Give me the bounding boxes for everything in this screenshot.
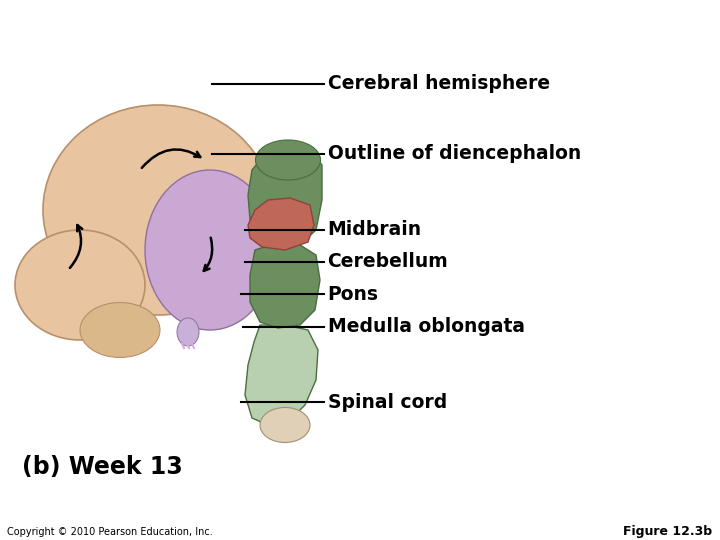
Polygon shape xyxy=(248,198,314,250)
Text: Figure 12.3b: Figure 12.3b xyxy=(623,525,712,538)
Ellipse shape xyxy=(80,302,160,357)
Polygon shape xyxy=(250,245,320,328)
Text: Cerebral hemisphere: Cerebral hemisphere xyxy=(328,74,550,93)
Ellipse shape xyxy=(145,170,275,330)
Ellipse shape xyxy=(15,230,145,340)
Ellipse shape xyxy=(43,105,273,315)
Text: Copyright © 2010 Pearson Education, Inc.: Copyright © 2010 Pearson Education, Inc. xyxy=(7,527,213,537)
Text: Midbrain: Midbrain xyxy=(328,220,422,239)
Text: (b) Week 13: (b) Week 13 xyxy=(22,455,182,479)
Polygon shape xyxy=(248,145,322,248)
Text: Outline of diencephalon: Outline of diencephalon xyxy=(328,144,581,164)
Text: Medulla oblongata: Medulla oblongata xyxy=(328,317,525,336)
Ellipse shape xyxy=(260,408,310,442)
Polygon shape xyxy=(245,325,318,425)
Ellipse shape xyxy=(256,140,320,180)
Text: Pons: Pons xyxy=(328,285,379,304)
Text: Cerebellum: Cerebellum xyxy=(328,252,449,272)
Text: Spinal cord: Spinal cord xyxy=(328,393,447,412)
Ellipse shape xyxy=(177,318,199,346)
